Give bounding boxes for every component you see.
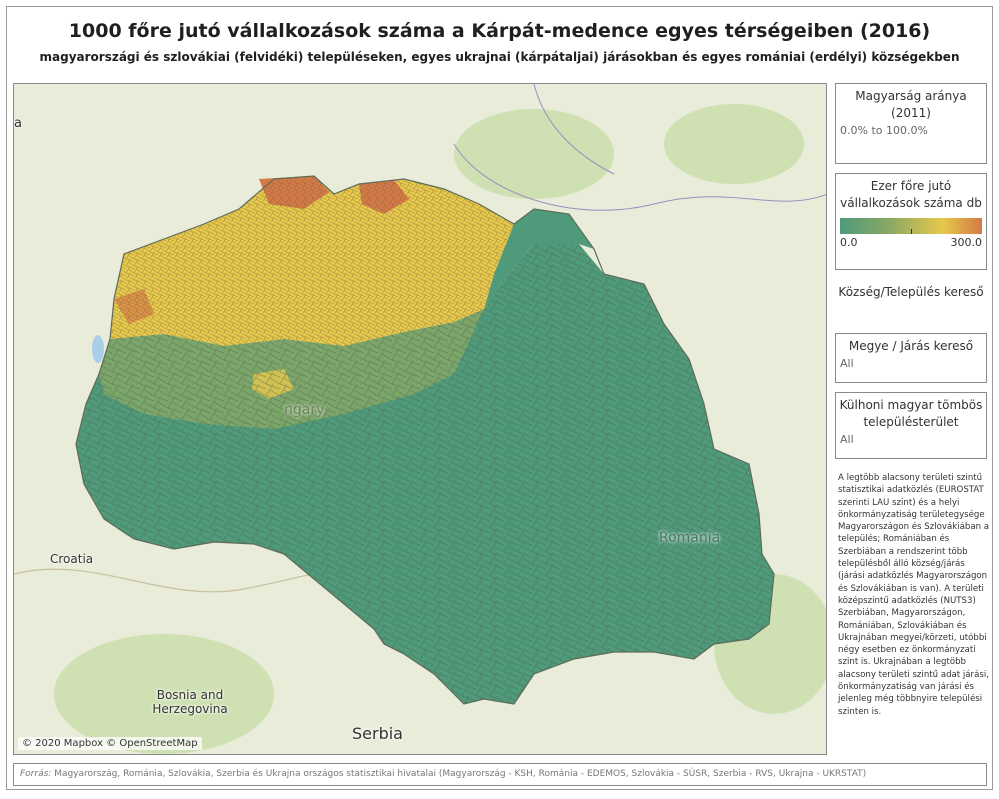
map-label-romania: Romania xyxy=(659,530,721,546)
dashboard-frame xyxy=(6,6,993,790)
forest-area xyxy=(54,634,274,754)
legend-tick xyxy=(911,229,912,234)
choropleth-map[interactable]: a ngary Romania Croatia Bosnia and Herze… xyxy=(13,83,827,755)
source-footer: Forrás: Magyarország, Románia, Szlovákia… xyxy=(13,763,987,786)
legend-title: Ezer főre jutó vállalkozások száma db xyxy=(840,179,982,210)
region-northeast[interactable] xyxy=(484,209,594,309)
hungarian-share-filter[interactable]: Magyarság aránya (2011) 0.0% to 100.0% xyxy=(835,83,987,164)
page-subtitle: magyarországi és szlovákiai (felvidéki) … xyxy=(39,50,960,64)
legend-min: 0.0 xyxy=(840,236,858,249)
lake xyxy=(92,335,104,363)
legend-max: 300.0 xyxy=(950,236,983,249)
block-area-filter[interactable]: Külhoni magyar tömbös településterület A… xyxy=(835,392,987,459)
map-label-bosnia-line1: Bosnia and xyxy=(156,688,224,702)
source-text: Magyarország, Románia, Szlovákia, Szerbi… xyxy=(51,769,867,779)
county-search-value[interactable]: All xyxy=(840,357,854,370)
forest-area xyxy=(664,104,804,184)
map-attribution[interactable]: © 2020 Mapbox © OpenStreetMap xyxy=(18,737,202,750)
map-label-bosnia: Bosnia and Herzegovina xyxy=(130,688,250,716)
map-label-edge: a xyxy=(14,116,22,131)
hungarian-share-range[interactable]: 0.0% to 100.0% xyxy=(840,124,928,137)
source-label: Forrás: xyxy=(20,769,52,779)
map-label-serbia: Serbia xyxy=(352,724,403,743)
methodology-note: A legtöbb alacsony területi szintű stati… xyxy=(838,473,990,717)
forest-area xyxy=(454,109,614,199)
county-search-filter[interactable]: Megye / Járás kereső All xyxy=(835,333,987,383)
map-label-croatia: Croatia xyxy=(50,552,94,566)
block-area-title: Külhoni magyar tömbös településterület xyxy=(839,398,983,429)
map-label-bosnia-line2: Herzegovina xyxy=(152,702,228,716)
map-canvas[interactable] xyxy=(14,84,827,755)
color-legend: Ezer főre jutó vállalkozások száma db 0.… xyxy=(835,173,987,270)
settlement-search-label[interactable]: Község/Település kereső xyxy=(838,285,984,299)
county-search-title: Megye / Járás kereső xyxy=(848,339,974,353)
block-area-value[interactable]: All xyxy=(840,433,854,446)
hungarian-share-title: Magyarság aránya (2011) xyxy=(855,89,967,120)
page-title: 1000 főre jutó vállalkozások száma a Kár… xyxy=(68,20,931,42)
map-label-hungary: ngary xyxy=(284,402,325,418)
legend-gradient-bar xyxy=(840,218,982,234)
legend-range: 0.0 300.0 xyxy=(836,234,986,251)
